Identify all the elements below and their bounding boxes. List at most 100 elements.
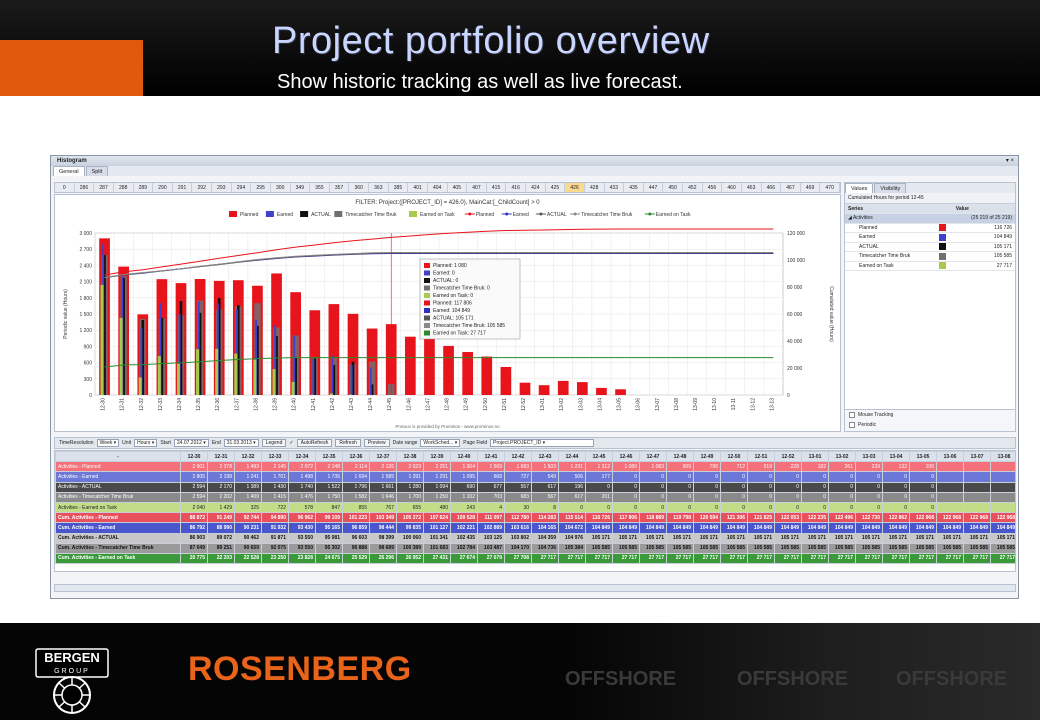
time-resolution-select[interactable]: Week ▾ (96, 439, 120, 447)
project-number-289[interactable]: 289 (134, 183, 154, 192)
autorefresh-toggle[interactable]: AutoRefresh (296, 439, 333, 447)
project-number-466[interactable]: 466 (762, 183, 782, 192)
project-number-452[interactable]: 452 (683, 183, 703, 192)
column-header[interactable]: 13-01 (801, 451, 829, 463)
checkbox-icon[interactable] (849, 422, 855, 428)
project-number-300[interactable]: 300 (271, 183, 291, 192)
horizontal-scrollbar[interactable] (54, 584, 1016, 592)
column-header[interactable]: 12-49 (693, 451, 721, 463)
project-number-286[interactable]: 286 (75, 183, 95, 192)
column-header[interactable]: 12-51 (747, 451, 775, 463)
project-number-0[interactable]: 0 (55, 183, 75, 192)
column-header[interactable]: 12-50 (720, 451, 748, 463)
column-header[interactable]: 13-04 (882, 451, 910, 463)
project-number-288[interactable]: 288 (114, 183, 134, 192)
column-header[interactable]: 12-30 (180, 451, 208, 463)
column-header[interactable]: 12-38 (396, 451, 424, 463)
tab-general[interactable]: General (53, 166, 85, 176)
column-header[interactable]: 12-40 (450, 451, 478, 463)
column-header[interactable]: 12-32 (234, 451, 262, 463)
checkbox-icon[interactable] (849, 412, 855, 418)
grid-corner-cell[interactable]: - (55, 451, 181, 463)
column-header[interactable]: 12-36 (342, 451, 370, 463)
column-header[interactable]: 12-52 (774, 451, 802, 463)
legend-toggle[interactable]: Legend (261, 439, 287, 447)
column-header[interactable]: 12-47 (639, 451, 667, 463)
column-header[interactable]: 13-08 (990, 451, 1015, 463)
column-header[interactable]: 12-45 (585, 451, 613, 463)
project-number-357[interactable]: 357 (330, 183, 350, 192)
project-number-292[interactable]: 292 (192, 183, 212, 192)
tab-values[interactable]: Values (845, 183, 874, 193)
table-row[interactable]: Cum. Activities - Planned 88 872 91 249 92 … (55, 512, 1015, 524)
column-header[interactable]: 13-07 (963, 451, 991, 463)
start-date-field[interactable]: 24.07.2012 ▾ (173, 439, 209, 447)
project-number-470[interactable]: 470 (820, 183, 840, 192)
unit-select[interactable]: Hours ▾ (134, 439, 158, 447)
refresh-button[interactable]: Refresh (335, 439, 361, 447)
series-row[interactable]: Earned 104 849 (845, 232, 1015, 243)
column-header[interactable]: 12-37 (369, 451, 397, 463)
tab-visibility[interactable]: Visibility (874, 183, 907, 193)
group-label[interactable]: ◢ Activities (845, 213, 936, 224)
project-number-463[interactable]: 463 (742, 183, 762, 192)
table-row[interactable]: Activities - ACTUAL 2 594 2 170 1 389 1 430 1… (55, 481, 1015, 493)
project-number-428[interactable]: 428 (585, 183, 605, 192)
page-field-select[interactable]: Project.PROJECT_ID ▾ (490, 439, 595, 447)
table-row[interactable]: Activities - Earned 2 805 2 198 1 241 1 701 1… (55, 471, 1015, 483)
project-number-355[interactable]: 355 (310, 183, 330, 192)
project-number-456[interactable]: 456 (703, 183, 723, 192)
project-number-401[interactable]: 401 (408, 183, 428, 192)
column-header[interactable]: 12-34 (288, 451, 316, 463)
column-header[interactable]: 12-44 (558, 451, 586, 463)
project-number-425[interactable]: 425 (546, 183, 566, 192)
column-header[interactable]: 13-03 (855, 451, 883, 463)
column-header[interactable]: 12-33 (261, 451, 289, 463)
project-number-469[interactable]: 469 (801, 183, 821, 192)
column-header[interactable]: 12-41 (477, 451, 505, 463)
series-row[interactable]: Planned 116 726 (845, 223, 1015, 233)
date-range-select[interactable]: WorkSched... ▾ (420, 439, 461, 447)
project-number-426[interactable]: 426 (565, 183, 585, 192)
project-number-405[interactable]: 405 (448, 183, 468, 192)
table-row[interactable]: Cum. Activities - Timecatcher Time Bruk 8… (55, 542, 1015, 554)
table-row[interactable]: Activities - Earned on Task 2 040 1 429 325… (55, 501, 1015, 514)
project-number-435[interactable]: 435 (624, 183, 644, 192)
project-number-460[interactable]: 460 (722, 183, 742, 192)
series-row[interactable]: Earned on Task 27 717 (845, 261, 1015, 271)
project-number-407[interactable]: 407 (467, 183, 487, 192)
project-number-295[interactable]: 295 (251, 183, 271, 192)
series-row[interactable]: Timecatcher Time Bruk 105 585 (845, 251, 1015, 262)
tab-split[interactable]: Split (85, 166, 109, 176)
preview-button[interactable]: Preview (363, 439, 390, 447)
option-mouse-tracking[interactable]: Mouse Tracking (845, 410, 1015, 420)
table-row[interactable]: Activities - Timecatcher Time Bruk 2 594 2… (55, 491, 1015, 503)
project-number-363[interactable]: 363 (369, 183, 389, 192)
project-number-291[interactable]: 291 (173, 183, 193, 192)
column-header[interactable]: 12-43 (531, 451, 559, 463)
project-number-385[interactable]: 385 (389, 183, 409, 192)
project-number-404[interactable]: 404 (428, 183, 448, 192)
project-number-290[interactable]: 290 (153, 183, 173, 192)
project-number-360[interactable]: 360 (349, 183, 369, 192)
column-header[interactable]: 12-39 (423, 451, 451, 463)
project-number-433[interactable]: 433 (605, 183, 625, 192)
project-number-447[interactable]: 447 (644, 183, 664, 192)
project-number-467[interactable]: 467 (781, 183, 801, 192)
column-header[interactable]: 12-48 (666, 451, 694, 463)
column-header[interactable]: 13-02 (828, 451, 856, 463)
option-periodic[interactable]: Periodic (845, 420, 1015, 430)
table-row[interactable]: Activities - Planned 2 901 2 378 1 493 2 145… (55, 461, 1015, 473)
end-date-field[interactable]: 31.03.2013 ▾ (223, 439, 259, 447)
series-row[interactable]: ACTUAL 105 171 (845, 242, 1015, 252)
table-row[interactable]: Cum. Activities - ACTUAL 86 903 89 072 90 4… (55, 532, 1015, 544)
column-header[interactable]: 13-05 (909, 451, 937, 463)
project-number-424[interactable]: 424 (526, 183, 546, 192)
legend-check-icon[interactable]: ✓ (289, 440, 294, 446)
table-row[interactable]: Cum. Activities - Earned on Task 20 775 22… (55, 552, 1015, 565)
window-controls[interactable]: ▾ × (1005, 158, 1014, 164)
project-number-287[interactable]: 287 (94, 183, 114, 192)
project-number-293[interactable]: 293 (212, 183, 232, 192)
column-header[interactable]: 12-35 (315, 451, 343, 463)
project-number-416[interactable]: 416 (506, 183, 526, 192)
